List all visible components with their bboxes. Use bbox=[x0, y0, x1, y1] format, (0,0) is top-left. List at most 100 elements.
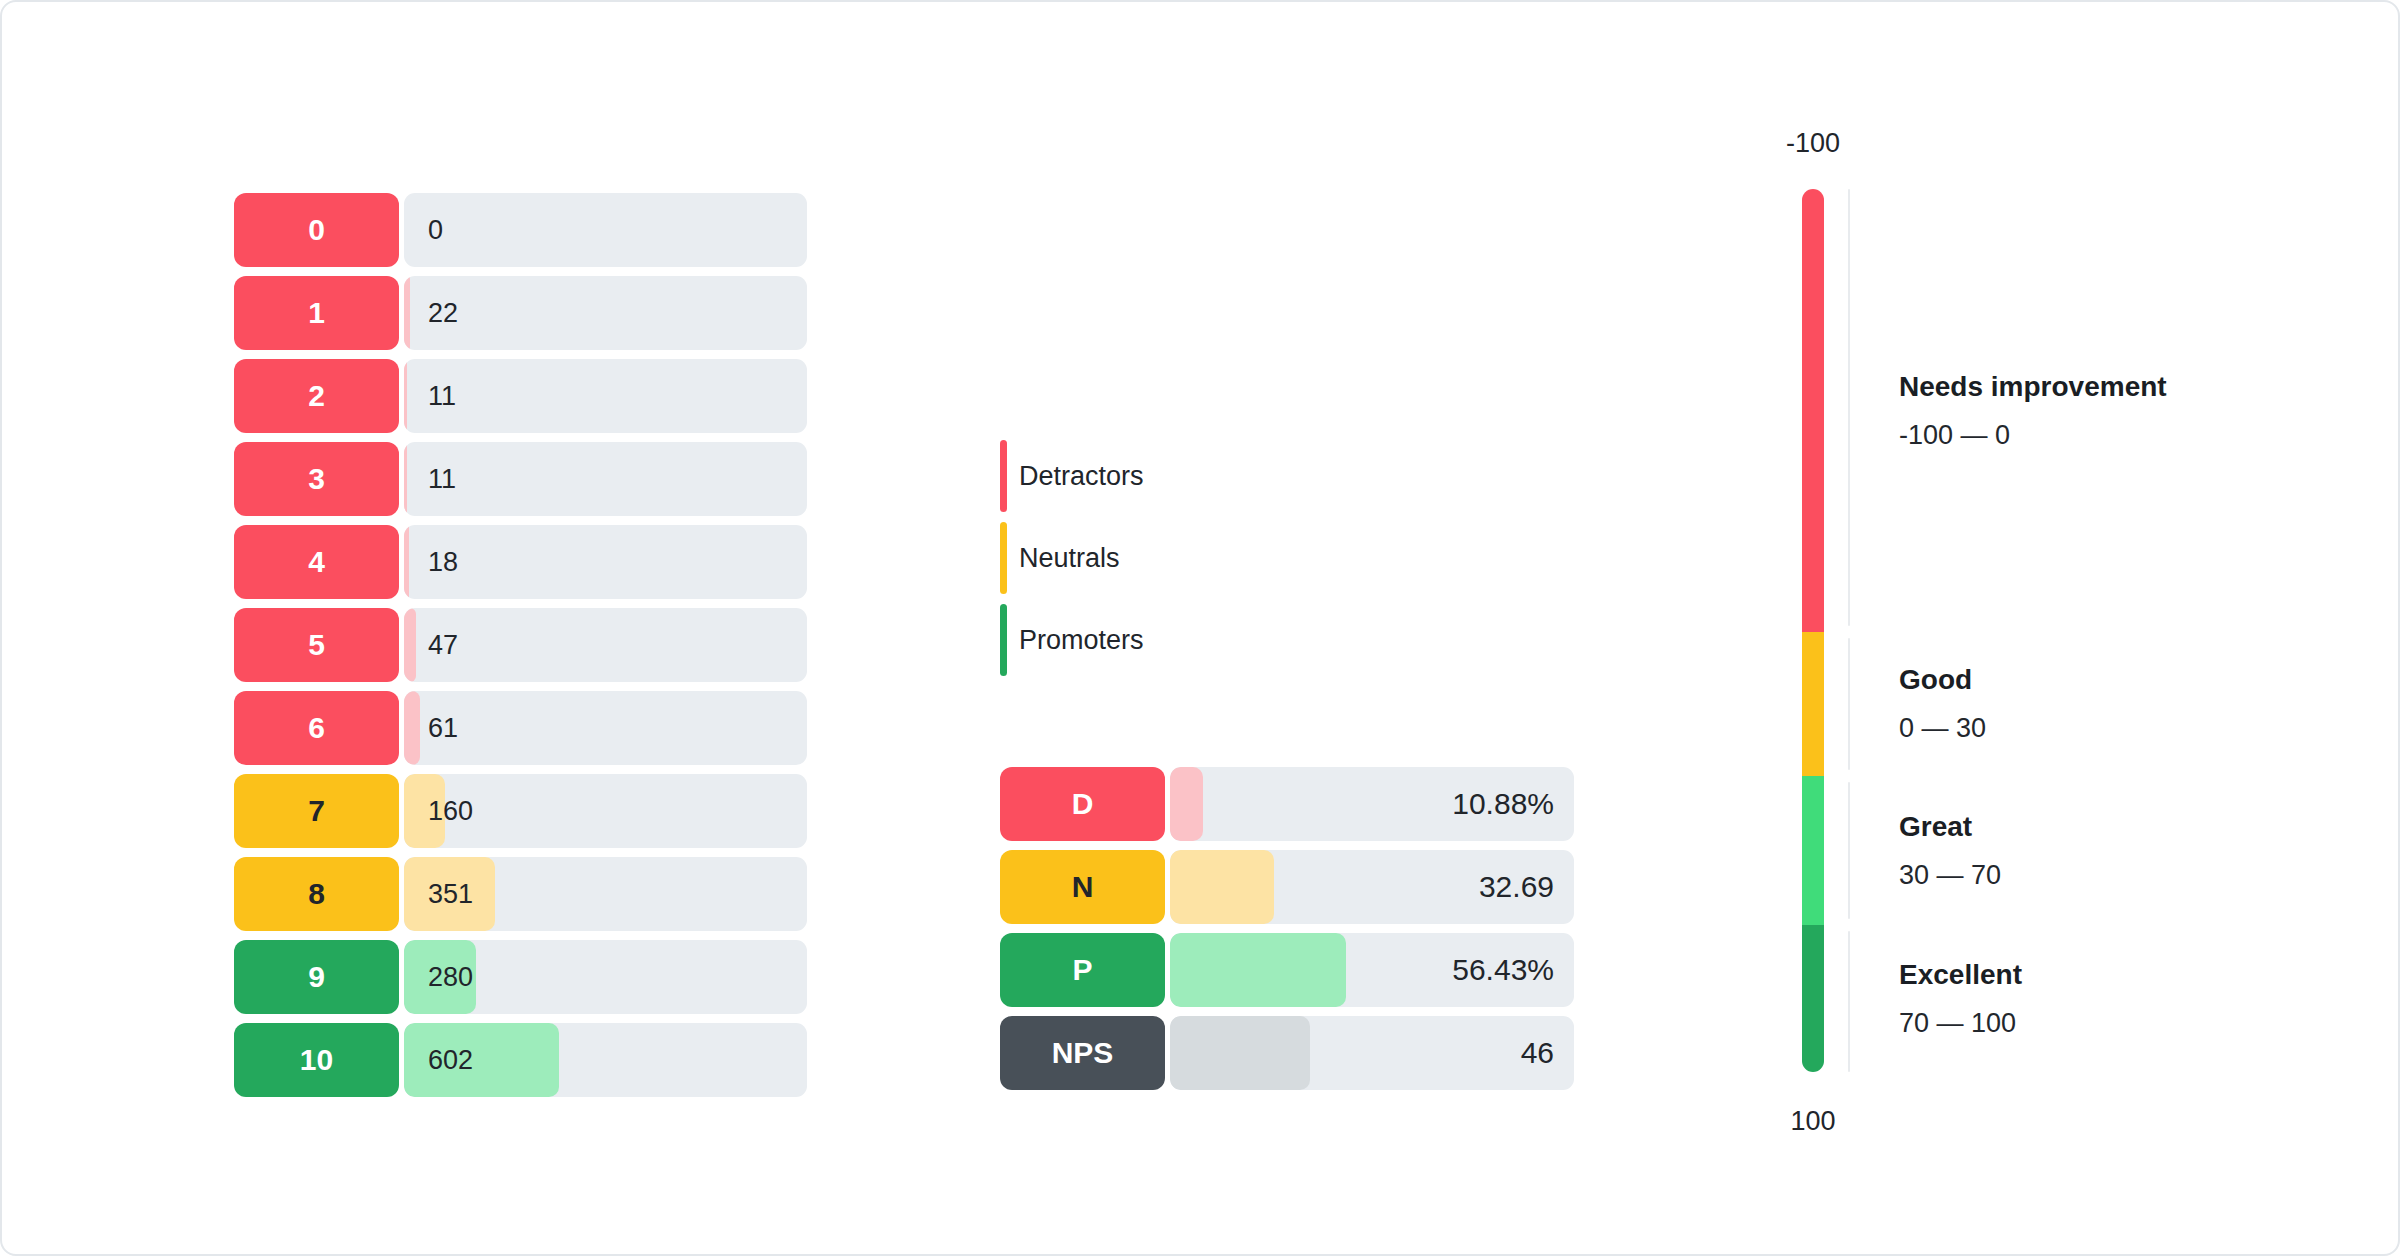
score-chip: 0 bbox=[234, 193, 399, 267]
summary-row: N 32.69 bbox=[1000, 850, 1574, 924]
score-row: 3 11 bbox=[234, 442, 807, 516]
score-chip: 1 bbox=[234, 276, 399, 350]
score-value: 22 bbox=[428, 276, 458, 350]
legend-label: Neutrals bbox=[1019, 543, 1120, 574]
score-bar-fill bbox=[404, 691, 420, 765]
gauge-segment-excellent bbox=[1802, 925, 1824, 1072]
score-bar-fill bbox=[404, 608, 416, 682]
score-chip: 2 bbox=[234, 359, 399, 433]
legend: Detractors Neutrals Promoters bbox=[1000, 440, 1144, 676]
gauge-zone-range: 30 — 70 bbox=[1899, 858, 2001, 892]
score-row: 9 280 bbox=[234, 940, 807, 1014]
summary-bar-track: 56.43% bbox=[1170, 933, 1574, 1007]
score-bar-track: 11 bbox=[404, 442, 807, 516]
gauge-zone-title: Excellent bbox=[1899, 958, 2022, 992]
legend-item: Neutrals bbox=[1000, 522, 1144, 594]
summary-row: NPS 46 bbox=[1000, 1016, 1574, 1090]
gauge-zone-label: Needs improvement -100 — 0 bbox=[1899, 370, 2167, 452]
gauge-max-label: -100 bbox=[1753, 128, 1873, 159]
gauge-axis-segment bbox=[1848, 638, 1850, 770]
score-chip: 9 bbox=[234, 940, 399, 1014]
score-bar-track: 18 bbox=[404, 525, 807, 599]
score-row: 8351 bbox=[234, 857, 807, 931]
score-bar-fill bbox=[404, 525, 409, 599]
score-row: 5 47 bbox=[234, 608, 807, 682]
score-row: 2 11 bbox=[234, 359, 807, 433]
score-row: 10 602 bbox=[234, 1023, 807, 1097]
gauge-zone-title: Needs improvement bbox=[1899, 370, 2167, 404]
score-bar-track: 47 bbox=[404, 608, 807, 682]
score-row: 6 61 bbox=[234, 691, 807, 765]
summary-bar-track: 32.69 bbox=[1170, 850, 1574, 924]
summary-value: 46 bbox=[1521, 1016, 1554, 1090]
score-chip: 6 bbox=[234, 691, 399, 765]
score-bar-fill bbox=[404, 442, 407, 516]
score-bar-track: 11 bbox=[404, 359, 807, 433]
score-row: 4 18 bbox=[234, 525, 807, 599]
gauge-zone-range: 0 — 30 bbox=[1899, 711, 1986, 745]
score-value: 18 bbox=[428, 525, 458, 599]
summary-chip: D bbox=[1000, 767, 1165, 841]
nps-dashboard-card: 0012221131141854766171608351928010602 De… bbox=[0, 0, 2400, 1256]
summary-bar-track: 46 bbox=[1170, 1016, 1574, 1090]
summary-bar-track: 10.88% bbox=[1170, 767, 1574, 841]
score-value: 602 bbox=[428, 1023, 473, 1097]
score-value: 47 bbox=[428, 608, 458, 682]
score-value: 280 bbox=[428, 940, 473, 1014]
summary-bar-fill bbox=[1170, 1016, 1310, 1090]
score-chip: 5 bbox=[234, 608, 399, 682]
summary-chip: NPS bbox=[1000, 1016, 1165, 1090]
gauge-axis-segment bbox=[1848, 782, 1850, 919]
gauge-zone-title: Great bbox=[1899, 810, 2001, 844]
summary-bar-fill bbox=[1170, 767, 1203, 841]
gauge-axis-segment bbox=[1848, 189, 1850, 626]
score-chip: 4 bbox=[234, 525, 399, 599]
gauge-segment-great bbox=[1802, 776, 1824, 925]
score-value: 11 bbox=[428, 359, 456, 433]
summary-chip: N bbox=[1000, 850, 1165, 924]
score-value: 61 bbox=[428, 691, 458, 765]
score-row: 00 bbox=[234, 193, 807, 267]
summary-value: 56.43% bbox=[1452, 933, 1554, 1007]
score-value: 351 bbox=[428, 857, 473, 931]
score-value: 11 bbox=[428, 442, 456, 516]
gauge-segment-good bbox=[1802, 632, 1824, 776]
score-value: 160 bbox=[428, 774, 473, 848]
nps-gauge-bar bbox=[1802, 189, 1824, 1072]
score-chip: 10 bbox=[234, 1023, 399, 1097]
legend-label: Promoters bbox=[1019, 625, 1144, 656]
score-distribution-chart: 0012221131141854766171608351928010602 bbox=[234, 193, 807, 1097]
legend-label: Detractors bbox=[1019, 461, 1144, 492]
legend-item: Promoters bbox=[1000, 604, 1144, 676]
summary-bar-fill bbox=[1170, 850, 1274, 924]
gauge-zone-range: -100 — 0 bbox=[1899, 418, 2167, 452]
nps-summary-chart: D 10.88% N 32.69 P 56.43% NPS 46 bbox=[1000, 767, 1574, 1090]
summary-bar-fill bbox=[1170, 933, 1346, 1007]
gauge-zone-label: Great 30 — 70 bbox=[1899, 810, 2001, 892]
summary-value: 32.69 bbox=[1479, 850, 1554, 924]
summary-chip: P bbox=[1000, 933, 1165, 1007]
legend-color-tick bbox=[1000, 604, 1007, 676]
summary-value: 10.88% bbox=[1452, 767, 1554, 841]
score-bar-track: 351 bbox=[404, 857, 807, 931]
gauge-min-label: 100 bbox=[1753, 1106, 1873, 1137]
legend-item: Detractors bbox=[1000, 440, 1144, 512]
gauge-axis-segment bbox=[1848, 931, 1850, 1072]
summary-row: P 56.43% bbox=[1000, 933, 1574, 1007]
score-bar-track: 22 bbox=[404, 276, 807, 350]
gauge-segment-needs-improvement bbox=[1802, 189, 1824, 632]
score-bar-fill bbox=[404, 359, 407, 433]
score-bar-track: 0 bbox=[404, 193, 807, 267]
score-bar-track: 602 bbox=[404, 1023, 807, 1097]
score-bar-track: 160 bbox=[404, 774, 807, 848]
legend-color-tick bbox=[1000, 440, 1007, 512]
score-chip: 3 bbox=[234, 442, 399, 516]
score-bar-fill bbox=[404, 276, 410, 350]
gauge-zone-label: Excellent 70 — 100 bbox=[1899, 958, 2022, 1040]
score-row: 1 22 bbox=[234, 276, 807, 350]
legend-color-tick bbox=[1000, 522, 1007, 594]
score-bar-track: 61 bbox=[404, 691, 807, 765]
score-value: 0 bbox=[428, 193, 443, 267]
gauge-zone-range: 70 — 100 bbox=[1899, 1006, 2022, 1040]
score-bar-track: 280 bbox=[404, 940, 807, 1014]
